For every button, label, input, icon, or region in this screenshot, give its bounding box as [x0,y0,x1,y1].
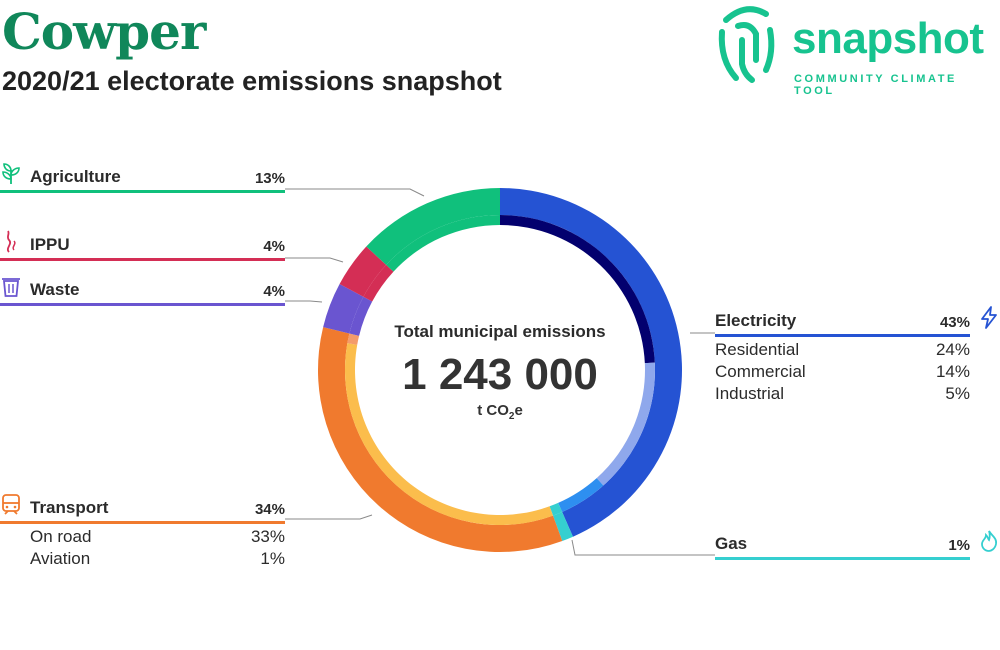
sub-slice-residential [500,215,655,364]
category-pct-ippu: 4% [263,238,285,255]
sub-row-residential: Residential 24% [715,340,970,362]
page-title: Cowper [2,2,206,61]
bin-icon [0,275,22,297]
sub-label-residential: Residential [715,340,800,359]
category-label-transport: Transport [30,498,109,517]
category-header-agriculture: Agriculture 13% [0,164,285,193]
leader-line-waste [285,300,323,303]
sub-label-industrial: Industrial [715,384,784,403]
slice-ippu [339,246,387,297]
lightning-icon [978,306,1000,329]
sub-slice-gas [549,502,563,516]
slice-agriculture [366,188,500,265]
logo-tagline: COMMUNITY CLIMATE TOOL [794,73,957,97]
category-label-electricity: Electricity [715,311,797,330]
category-pct-gas: 1% [948,537,970,554]
sub-pct-on-road: 33% [250,527,285,546]
category-header-waste: Waste 4% [0,277,285,306]
sub-row-industrial: Industrial 5% [715,384,970,406]
total-emissions-label: Total municipal emissions [394,322,606,341]
sub-label-on-road: On road [30,527,92,546]
slice-electricity [500,188,683,537]
sub-slice-commercial [596,362,656,486]
sub-pct-commercial: 14% [935,362,970,381]
category-label-gas: Gas [715,534,748,553]
sub-pct-aviation: 1% [260,549,285,568]
sub-slice-agriculture [386,215,500,272]
smoke-icon [0,230,22,253]
total-emissions-value: 1 243 000 [402,350,598,399]
slice-transport [318,327,563,552]
category-header-electricity: Electricity 43% [715,308,970,337]
sub-slice-on-road [344,343,554,525]
category-label-waste: Waste [30,280,80,299]
category-pct-agriculture: 13% [254,170,285,187]
sub-pct-industrial: 5% [945,384,970,403]
leader-line-transport [285,514,373,520]
sub-row-on-road: On road 33% [30,527,285,549]
page-subtitle: 2020/21 electorate emissions snapshot [2,66,502,96]
category-header-gas: Gas 1% [715,531,970,560]
category-header-transport: Transport 34% [0,495,285,524]
fingerprint-icon [718,6,775,83]
flame-icon [978,529,1000,552]
sub-slice-industrial [558,478,604,512]
plant-icon [0,162,22,184]
train-icon [0,493,22,515]
sub-pct-residential: 24% [935,340,970,359]
leader-line-gas [571,539,715,556]
total-emissions-unit: t CO2e [477,402,523,422]
category-pct-waste: 4% [263,283,285,300]
sub-slice-ippu [363,264,394,302]
logo-wordmark: snapshot [792,14,984,63]
slice-waste [323,284,364,334]
slice-gas [553,511,573,542]
category-pct-transport: 34% [254,501,285,518]
category-label-ippu: IPPU [30,235,70,254]
sub-label-aviation: Aviation [30,549,91,568]
category-header-ippu: IPPU 4% [0,232,285,261]
leader-line-ippu [285,257,344,263]
sub-row-commercial: Commercial 14% [715,362,970,384]
leader-line-agriculture [285,188,425,197]
sub-label-commercial: Commercial [715,362,806,381]
category-label-agriculture: Agriculture [30,167,121,186]
category-pct-electricity: 43% [939,314,970,331]
sub-slice-waste [349,296,373,336]
sub-slice-aviation [347,333,360,345]
sub-row-aviation: Aviation 1% [30,549,285,571]
snapshot-logo: snapshot COMMUNITY CLIMATE TOOL [714,0,1000,97]
